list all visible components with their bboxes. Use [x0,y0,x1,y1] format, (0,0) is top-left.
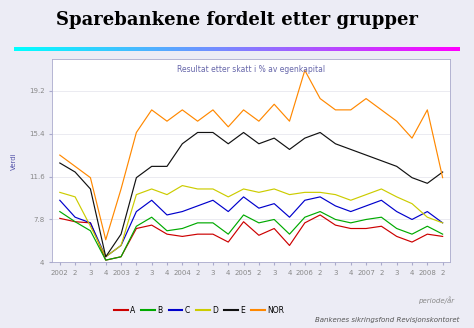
Text: Sparebankene fordelt etter grupper: Sparebankene fordelt etter grupper [56,11,418,30]
Text: periode/år: periode/år [418,296,454,304]
Text: Verdi: Verdi [11,152,18,170]
Text: Resultat etter skatt i % av egenkapital: Resultat etter skatt i % av egenkapital [177,65,325,74]
Legend: A, B, C, D, E, NOR: A, B, C, D, E, NOR [111,302,287,318]
Text: Bankenes sikringsfond Revisjonskontoret: Bankenes sikringsfond Revisjonskontoret [315,317,460,323]
